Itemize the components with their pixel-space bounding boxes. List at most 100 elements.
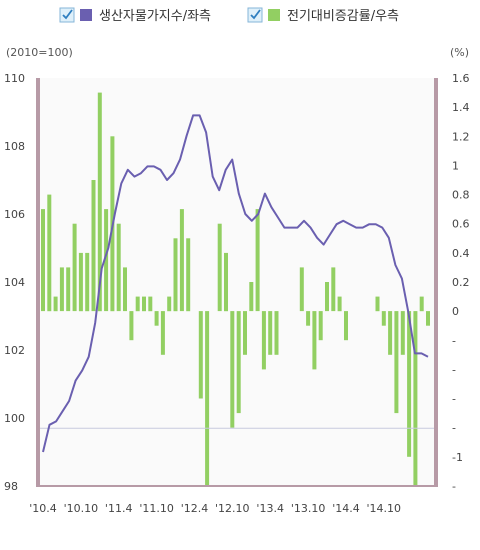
bar: [249, 282, 254, 312]
bar: [186, 238, 191, 312]
bar: [306, 311, 311, 326]
bar: [375, 296, 380, 312]
bar: [116, 223, 121, 312]
legend-label-price-index: 생산자물가지수/좌측: [99, 9, 211, 24]
bar: [135, 296, 140, 312]
bar: [268, 311, 273, 355]
x-tick-label: '14.10: [367, 502, 402, 515]
bar: [413, 311, 418, 486]
right-tick-label: -: [452, 480, 456, 493]
bar: [179, 209, 184, 312]
bar: [85, 252, 90, 312]
bar: [243, 311, 247, 355]
left-tick-label: 100: [4, 412, 25, 425]
x-tick-label: '11.10: [139, 502, 174, 515]
x-tick-label: '13.4: [256, 502, 284, 515]
right-tick-label: 0.8: [452, 189, 470, 202]
bar: [72, 223, 77, 312]
x-tick-label: '12.4: [181, 502, 209, 515]
bar: [344, 311, 348, 341]
left-tick-label: 106: [4, 208, 25, 221]
bar: [59, 267, 64, 312]
right-tick-label: -: [452, 422, 456, 435]
bar: [318, 311, 323, 341]
bar: [154, 311, 159, 326]
bar: [224, 252, 228, 312]
bar: [78, 252, 83, 312]
bar: [173, 238, 178, 312]
price-index-line: [42, 114, 429, 453]
bar: [325, 282, 329, 312]
bar: [198, 311, 203, 399]
left-tick-label: 102: [4, 344, 25, 357]
right-tick-label: -: [452, 334, 456, 347]
right-axis-ticks: - -1 - - - - 0 0.2 0.4 0.6 0.8 1 1.2 1.4 1.6: [452, 72, 470, 493]
bar: [331, 267, 336, 312]
right-tick-label: 1.6: [452, 72, 470, 85]
bar: [400, 311, 405, 355]
right-axis-unit: (%): [450, 46, 469, 59]
checkmark-icon: [250, 9, 261, 20]
bar: [129, 311, 134, 341]
bar: [167, 296, 172, 312]
right-tick-label: 1.4: [452, 101, 470, 114]
legend-swatch-line-icon: [80, 9, 92, 21]
right-axis-band: [434, 78, 438, 486]
x-tick-label: '12.10: [215, 502, 250, 515]
bar: [97, 92, 102, 312]
bar: [407, 311, 412, 457]
bar: [337, 296, 342, 312]
x-tick-label: '10.4: [29, 502, 57, 515]
bar: [160, 311, 165, 355]
right-tick-label: -: [452, 393, 456, 406]
checkmark-icon: [62, 9, 73, 20]
x-tick-label: '11.4: [105, 502, 133, 515]
bar: [123, 267, 127, 312]
bar: [274, 311, 279, 355]
bar: [255, 209, 260, 312]
left-tick-label: 104: [4, 276, 25, 289]
bar: [261, 311, 266, 370]
left-tick-label: 110: [4, 72, 25, 85]
bar: [205, 311, 210, 486]
right-tick-label: -1: [452, 451, 463, 464]
bar: [53, 296, 58, 312]
bar: [394, 311, 399, 414]
bar: [66, 267, 71, 312]
left-tick-label: 108: [4, 140, 25, 153]
bar: [91, 180, 96, 312]
right-tick-label: 0: [452, 305, 459, 318]
legend-item-price-index[interactable]: 생산자물가지수/좌측: [59, 7, 211, 24]
right-tick-label: 1: [452, 159, 459, 172]
x-axis-ticks: '10.4 '10.10 '11.4 '11.10 '12.4 '12.10 '13.4 '1…: [29, 502, 401, 515]
bar: [104, 209, 109, 312]
bar: [217, 223, 222, 312]
left-axis-ticks: 98 100 102 104 106 108 110: [4, 72, 25, 493]
bar: [41, 209, 45, 312]
plot-area: [36, 78, 438, 486]
bar: [236, 311, 241, 414]
x-tick-label: '10.10: [64, 502, 99, 515]
right-tick-label: -: [452, 363, 456, 376]
right-tick-label: 0.6: [452, 218, 470, 231]
bar: [142, 296, 146, 312]
line-series: [42, 114, 429, 453]
bar: [426, 311, 430, 326]
right-tick-label: 1.2: [452, 130, 470, 143]
bar: [388, 311, 393, 355]
bar: [47, 194, 52, 312]
left-tick-label: 98: [4, 480, 18, 493]
legend-swatch-bar-icon: [268, 9, 280, 21]
x-tick-label: '13.10: [291, 502, 326, 515]
bar: [419, 296, 424, 312]
left-axis-unit: (2010=100): [6, 46, 73, 59]
bar: [299, 267, 304, 312]
left-axis-band: [36, 78, 40, 486]
bar: [148, 296, 153, 312]
x-tick-label: '14.4: [332, 502, 360, 515]
right-tick-label: 0.2: [452, 276, 470, 289]
legend: 생산자물가지수/좌측 전기대비증감률/우측: [59, 7, 399, 24]
legend-item-change-rate[interactable]: 전기대비증감률/우측: [247, 7, 399, 24]
bar: [381, 311, 386, 326]
